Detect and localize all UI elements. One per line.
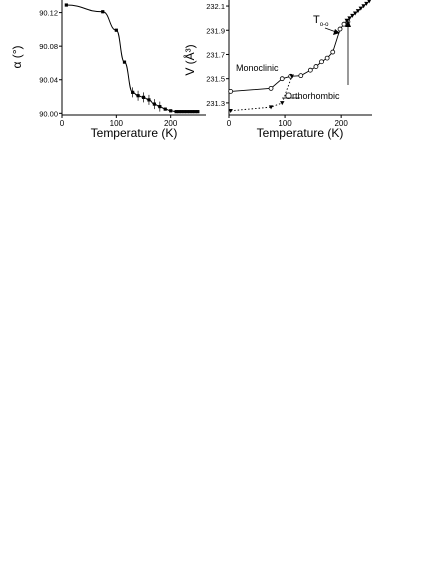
volume-data-point — [344, 18, 349, 23]
transition-arrow-1 — [324, 27, 340, 35]
volume-data-point — [298, 73, 304, 79]
volume-data-point — [347, 16, 352, 21]
alpha-y-axis-label: α (°) — [10, 45, 24, 68]
alpha-data-point — [152, 102, 156, 106]
alpha-error-bars — [132, 87, 161, 112]
orthorhombic-annotation: Orthorhombic — [285, 91, 340, 101]
transition-label-base: T — [313, 14, 320, 26]
volume-data-point — [358, 6, 363, 11]
volume-data-point — [341, 21, 347, 27]
volume-x-tick-label: 200 — [334, 119, 348, 128]
volume-data-point — [319, 59, 324, 65]
alpha-data-point — [179, 110, 184, 114]
volume-data-points — [228, 0, 372, 113]
transition-label-subscript: o-o — [320, 22, 329, 28]
alpha-y-ticks: 90.00 90.04 90.08 90.12 — [39, 9, 62, 118]
volume-y-axis-label: V (Å³) — [182, 44, 197, 75]
alpha-data-point — [101, 10, 105, 14]
alpha-y-tick-label: 90.00 — [39, 109, 58, 118]
volume-series-line-1 — [230, 21, 349, 92]
alpha-data-point — [136, 94, 140, 98]
alpha-data-point — [147, 98, 151, 102]
volume-data-point — [330, 49, 336, 55]
alpha-data-point — [196, 110, 200, 114]
volume-data-point — [228, 88, 234, 94]
volume-data-point — [313, 64, 319, 69]
volume-data-point — [228, 108, 233, 113]
chart-alpha: 90.00 90.04 90.08 90.12 0 100 200 Temperature… — [10, 0, 206, 140]
volume-y-tick-label: 231.5 — [206, 75, 225, 84]
alpha-data-point — [131, 90, 135, 94]
volume-y-tick-label: 231.3 — [206, 99, 225, 108]
alpha-data-point — [188, 110, 192, 114]
transition-annotation: To-o — [313, 14, 329, 28]
volume-y-tick-label: 231.7 — [206, 50, 225, 59]
volume-data-point — [352, 11, 358, 16]
volume-data-point — [364, 1, 369, 6]
volume-y-ticks: 231.3 231.5 231.7 231.9 232.1 — [206, 2, 229, 108]
alpha-data-point — [174, 110, 178, 114]
volume-data-point — [279, 76, 285, 82]
volume-axis-frame — [228, 0, 372, 116]
volume-data-point — [280, 101, 285, 106]
alpha-data-point — [182, 110, 186, 114]
volume-data-point — [367, 0, 372, 4]
volume-data-point — [350, 13, 355, 18]
volume-data-point — [268, 85, 274, 91]
volume-data-point — [324, 55, 330, 61]
alpha-data-point — [185, 110, 189, 114]
alpha-y-tick-label: 90.08 — [39, 42, 58, 51]
volume-series-line-2 — [230, 76, 293, 112]
alpha-fit-line — [66, 4, 198, 113]
alpha-data-point — [122, 60, 127, 64]
volume-y-tick-label: 231.9 — [206, 26, 225, 35]
alpha-x-tick-label: 100 — [110, 119, 124, 128]
transition-arrow-2 — [345, 20, 351, 85]
alpha-data-point — [158, 105, 162, 109]
alpha-data-point — [177, 110, 181, 114]
alpha-y-tick-label: 90.12 — [39, 9, 58, 18]
monoclinic-annotation: Monoclinic — [236, 63, 279, 73]
alpha-data-point — [169, 109, 173, 113]
alpha-data-point — [193, 110, 197, 114]
chart-volume: 231.3 231.5 231.7 231.9 232.1 0 100 200 Monocl… — [182, 0, 372, 140]
alpha-y-tick-label: 90.04 — [39, 76, 58, 85]
alpha-fit-curve — [66, 4, 198, 113]
volume-data-point — [337, 26, 343, 32]
volume-x-tick-label: 0 — [227, 119, 232, 128]
alpha-x-tick-label: 0 — [60, 119, 65, 128]
alpha-data-point — [141, 95, 146, 99]
volume-x-axis-label: Temperature (K) — [257, 126, 344, 140]
alpha-data-point — [64, 3, 68, 7]
alpha-data-points — [64, 3, 200, 114]
volume-data-point — [289, 74, 295, 79]
alpha-data-point — [114, 28, 118, 32]
alpha-data-point — [163, 107, 167, 111]
alpha-x-axis-label: Temperature (K) — [91, 126, 178, 140]
volume-data-point — [268, 105, 274, 110]
volume-data-point — [361, 4, 366, 9]
alpha-x-tick-label: 200 — [164, 119, 178, 128]
alpha-x-ticks: 0 100 200 — [60, 115, 178, 128]
volume-y-tick-label: 232.1 — [206, 2, 225, 11]
volume-data-point — [355, 9, 361, 14]
alpha-axis-frame — [61, 0, 206, 116]
volume-x-ticks: 0 100 200 — [227, 115, 348, 128]
alpha-data-point — [190, 110, 195, 114]
volume-x-tick-label: 100 — [278, 119, 292, 128]
volume-data-point — [307, 67, 313, 73]
